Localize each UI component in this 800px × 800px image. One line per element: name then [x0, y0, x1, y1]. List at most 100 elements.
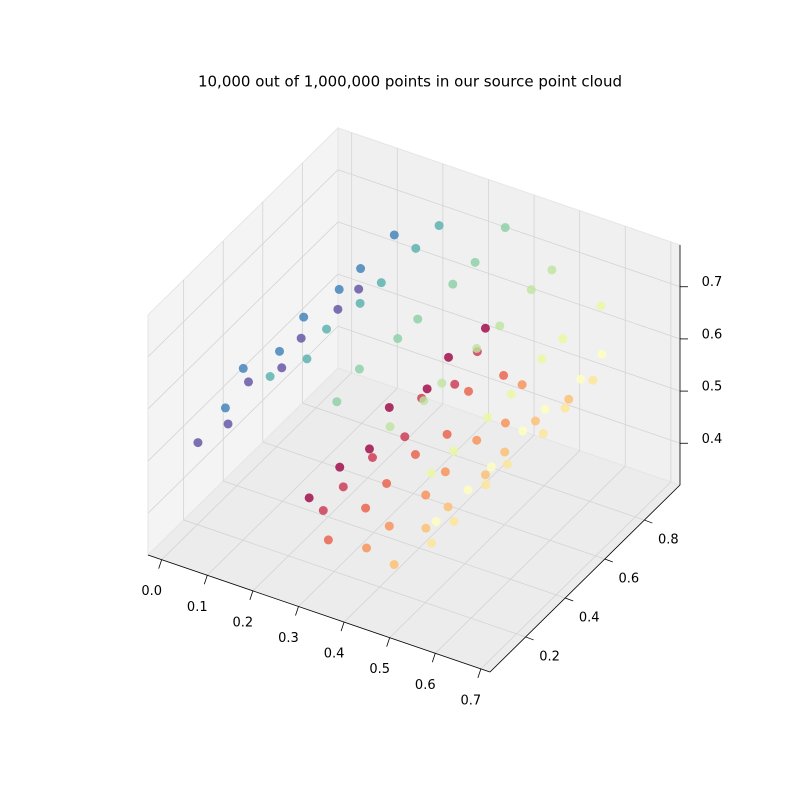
x-tick	[386, 637, 391, 647]
z-tick-label: 0.5	[702, 380, 723, 395]
grid-line	[252, 403, 444, 592]
grid-line	[223, 480, 566, 599]
point	[376, 278, 386, 288]
chart-title: 10,000 out of 1,000,000 points in our so…	[198, 73, 622, 91]
y-tick-label: 0.8	[658, 533, 679, 548]
point	[389, 560, 399, 570]
point	[596, 301, 606, 311]
point	[426, 468, 436, 478]
point	[517, 380, 527, 390]
point	[393, 334, 403, 344]
point	[361, 503, 371, 513]
point	[223, 419, 233, 429]
point	[431, 517, 441, 527]
point	[558, 334, 568, 344]
grid-line	[161, 372, 352, 560]
point	[364, 444, 374, 454]
point	[449, 446, 459, 456]
point	[335, 462, 345, 472]
point	[444, 352, 454, 362]
point	[238, 363, 248, 373]
point	[193, 438, 203, 448]
y-tick-label: 0.4	[579, 610, 600, 625]
grid-line	[434, 465, 626, 654]
point	[448, 279, 458, 289]
point	[463, 485, 473, 495]
x-tick-label: 0.3	[278, 631, 299, 646]
point	[354, 284, 364, 294]
grid-line	[262, 441, 605, 560]
x-tick-label: 0.4	[324, 647, 345, 662]
point	[499, 370, 509, 380]
point	[296, 333, 306, 343]
point	[421, 490, 431, 500]
point	[333, 304, 343, 314]
point	[481, 480, 491, 490]
y-tick-label: 0.6	[618, 572, 639, 587]
point	[384, 402, 394, 412]
grid-line	[389, 450, 580, 638]
x-tick-label: 0.2	[233, 615, 254, 630]
point	[400, 432, 410, 442]
point	[530, 416, 540, 426]
point	[355, 298, 365, 308]
point	[500, 418, 510, 428]
point	[382, 478, 392, 488]
point	[540, 404, 550, 414]
x-tick-label: 0.0	[141, 584, 162, 599]
point	[338, 482, 348, 492]
point	[502, 459, 512, 469]
point	[442, 429, 452, 439]
point	[480, 323, 490, 333]
point	[472, 343, 482, 353]
x-tick	[203, 575, 208, 585]
grid-line	[183, 519, 526, 638]
point	[302, 354, 312, 364]
point	[500, 447, 510, 457]
point	[443, 502, 453, 512]
grid-line	[343, 434, 535, 623]
point	[385, 422, 395, 432]
point	[506, 389, 516, 399]
point	[299, 312, 309, 322]
grid-line	[337, 273, 681, 392]
y-tick	[565, 597, 574, 602]
x-tick	[431, 653, 436, 663]
point	[334, 284, 344, 294]
x-tick	[249, 590, 254, 601]
x-tick	[295, 606, 299, 616]
point	[389, 230, 399, 240]
point	[243, 377, 253, 387]
x-tick	[340, 621, 345, 632]
grid-line	[337, 221, 681, 340]
point	[410, 449, 420, 459]
point	[480, 470, 490, 480]
z-tick-label: 0.6	[702, 327, 723, 342]
y-tick-label: 0.2	[539, 649, 560, 664]
point	[356, 264, 366, 274]
point	[470, 257, 480, 267]
point	[588, 375, 598, 385]
y-tick	[525, 636, 534, 641]
point	[564, 394, 574, 404]
grid-line	[147, 221, 339, 410]
y-tick	[604, 558, 613, 563]
grid-line	[480, 481, 672, 670]
z-tick-label: 0.4	[702, 432, 723, 447]
point	[537, 354, 547, 364]
point	[464, 386, 474, 396]
grid-line	[147, 169, 339, 358]
x-tick-label: 0.5	[369, 662, 390, 677]
point	[323, 535, 333, 545]
point	[483, 412, 493, 422]
point	[220, 403, 230, 413]
grid-line	[206, 387, 398, 576]
point	[427, 538, 437, 548]
x-tick	[477, 668, 482, 679]
point	[421, 523, 431, 533]
point	[434, 221, 444, 231]
point	[411, 243, 421, 253]
point	[437, 378, 447, 388]
grid-line	[337, 325, 681, 444]
